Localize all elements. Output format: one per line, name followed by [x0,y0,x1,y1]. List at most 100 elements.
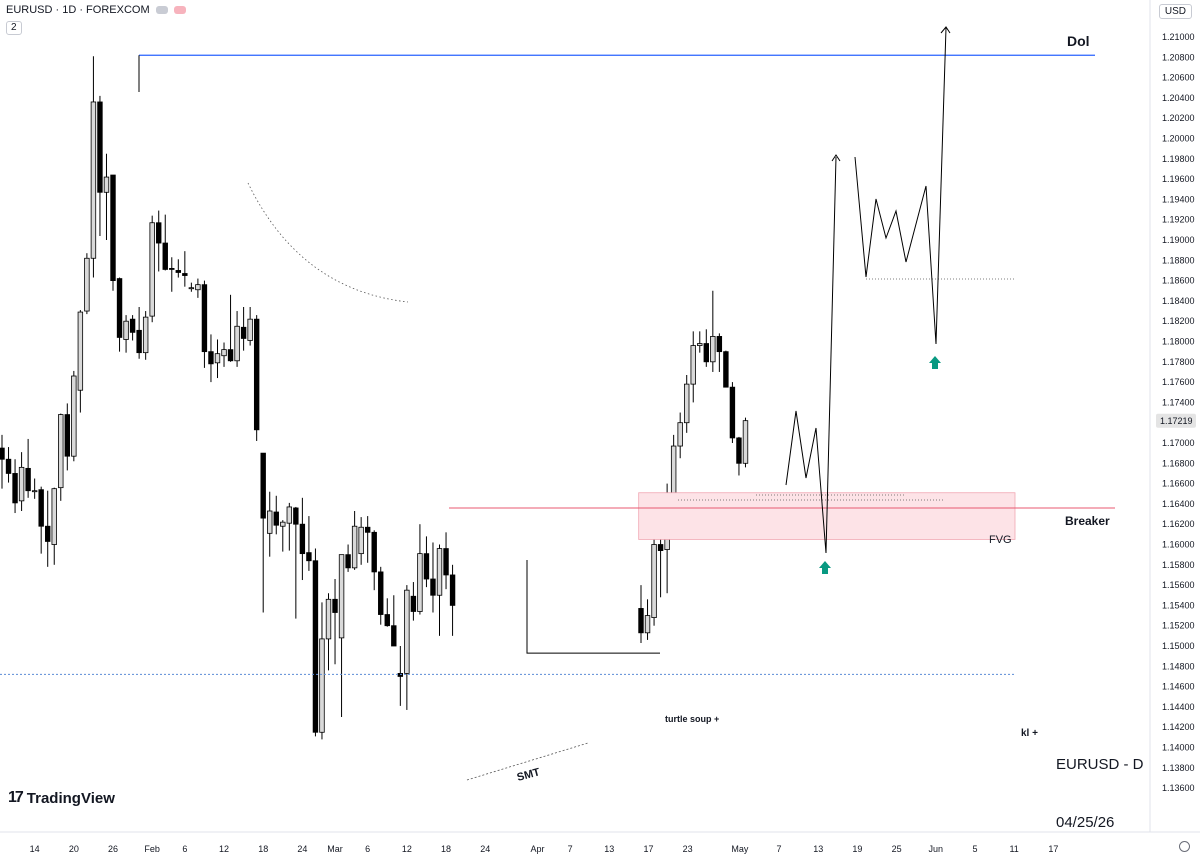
candle-body [64,414,70,457]
candle-body [129,318,136,333]
settings-icon[interactable] [1179,841,1190,852]
candle-body [410,595,417,612]
candle-body [221,349,227,357]
candle-body [332,598,338,613]
price-tick-label: 1.19800 [1162,154,1195,164]
candle-body [0,447,5,460]
projection-arrowhead-2 [940,26,951,34]
price-tick-label: 1.20800 [1162,52,1195,62]
candle-body [404,589,410,674]
candle-body [84,257,90,312]
time-tick-label: 25 [892,844,902,854]
price-tick-label: 1.15000 [1162,641,1195,651]
projection-path-2 [854,27,947,345]
candle-body [703,343,709,363]
candle-body [657,544,664,551]
fvg-label: FVG [989,534,1012,546]
price-tick-label: 1.15400 [1162,600,1195,610]
time-tick-label: 7 [568,844,573,854]
price-tick-label: 1.13600 [1162,783,1195,793]
time-tick-label: 17 [643,844,653,854]
candle-body [638,608,644,634]
price-tick-label: 1.16200 [1162,519,1195,529]
currency-selector[interactable]: USD [1158,4,1192,19]
candle-body [716,336,723,353]
price-tick-label: 1.17600 [1162,377,1195,387]
candle-body [142,316,149,354]
chart-symbol-label: EURUSD - D [1056,756,1144,773]
tradingview-logo-icon: 17 [8,789,24,806]
time-tick-label: 12 [402,844,412,854]
price-tick-label: 1.14000 [1162,743,1195,753]
last-price-label: 1.17219 [1160,416,1193,426]
candle-body [45,525,51,542]
green-up-arrow-icon [819,561,831,574]
time-tick-label: 24 [480,844,490,854]
dol-label: Dol [1067,33,1090,49]
grid-layer [0,0,1200,833]
time-tick-label: Apr [530,844,544,854]
price-tick-label: 1.18200 [1162,316,1195,326]
candle-body [169,268,175,270]
time-tick-label: 20 [69,844,79,854]
candle-body [286,506,293,524]
candle-body [299,523,306,555]
candle-body [364,526,371,533]
time-tick-label: Jun [929,844,944,854]
price-tick-label: 1.15600 [1162,580,1195,590]
price-tick-label: 1.19200 [1162,215,1195,225]
red-pill-icon[interactable] [173,6,186,14]
candle-body [723,351,729,388]
tradingview-logo[interactable]: 17 TradingView [8,789,115,807]
smt-label: SMT [516,766,542,784]
indicator-count-badge[interactable]: 2 [6,21,22,35]
candle-body [214,353,221,364]
projection-arrowhead-1 [831,154,841,162]
time-tick-label: 5 [972,844,977,854]
price-tick-label: 1.16000 [1162,540,1195,550]
candle-body [201,284,208,353]
price-tick-label: 1.17800 [1162,357,1195,367]
candle-body [312,560,319,733]
candle-body [729,386,736,439]
price-axis: 1.21000 1.20800 1.20600 1.20400 1.20200 1.200… [1156,32,1196,793]
symbol-header: EURUSD · 1D · FOREXCOM [6,4,186,16]
price-tick-label: 1.19600 [1162,174,1195,184]
time-tick-label: 14 [30,844,40,854]
candle-body [175,270,182,273]
grey-pill-icon[interactable] [155,6,168,14]
candle-body [273,511,279,526]
price-tick-label: 1.14800 [1162,661,1195,671]
price-tick-label: 1.14400 [1162,702,1195,712]
candle-body [31,490,38,493]
candle-body [371,531,377,573]
candle-body [338,554,345,639]
price-tick-label: 1.20200 [1162,113,1195,123]
candle-body [136,329,142,354]
time-tick-label: 18 [258,844,268,854]
time-tick-label: 26 [108,844,118,854]
candle-body [358,526,364,555]
candle-body [443,548,449,576]
green-up-arrow-icon [929,356,941,369]
price-tick-label: 1.14600 [1162,682,1195,692]
time-tick-label: 13 [813,844,823,854]
candle-body [149,222,155,317]
candle-body [417,553,423,612]
kl-label: kl + [1021,728,1038,739]
candle-body [293,507,299,525]
symbol-title[interactable]: EURUSD · 1D · FOREXCOM [6,4,150,16]
candle-body [77,311,84,391]
time-tick-label: 7 [777,844,782,854]
candle-body [240,326,247,339]
candle-body [423,553,430,580]
chart-date-label: 04/25/26 [1056,814,1114,831]
price-tick-label: 1.17000 [1162,438,1195,448]
price-tick-label: 1.18400 [1162,296,1195,306]
candle-body [710,336,716,363]
candle-body [116,278,123,338]
candle-body [670,445,677,497]
candle-body [351,525,358,569]
candle-body [397,673,404,677]
